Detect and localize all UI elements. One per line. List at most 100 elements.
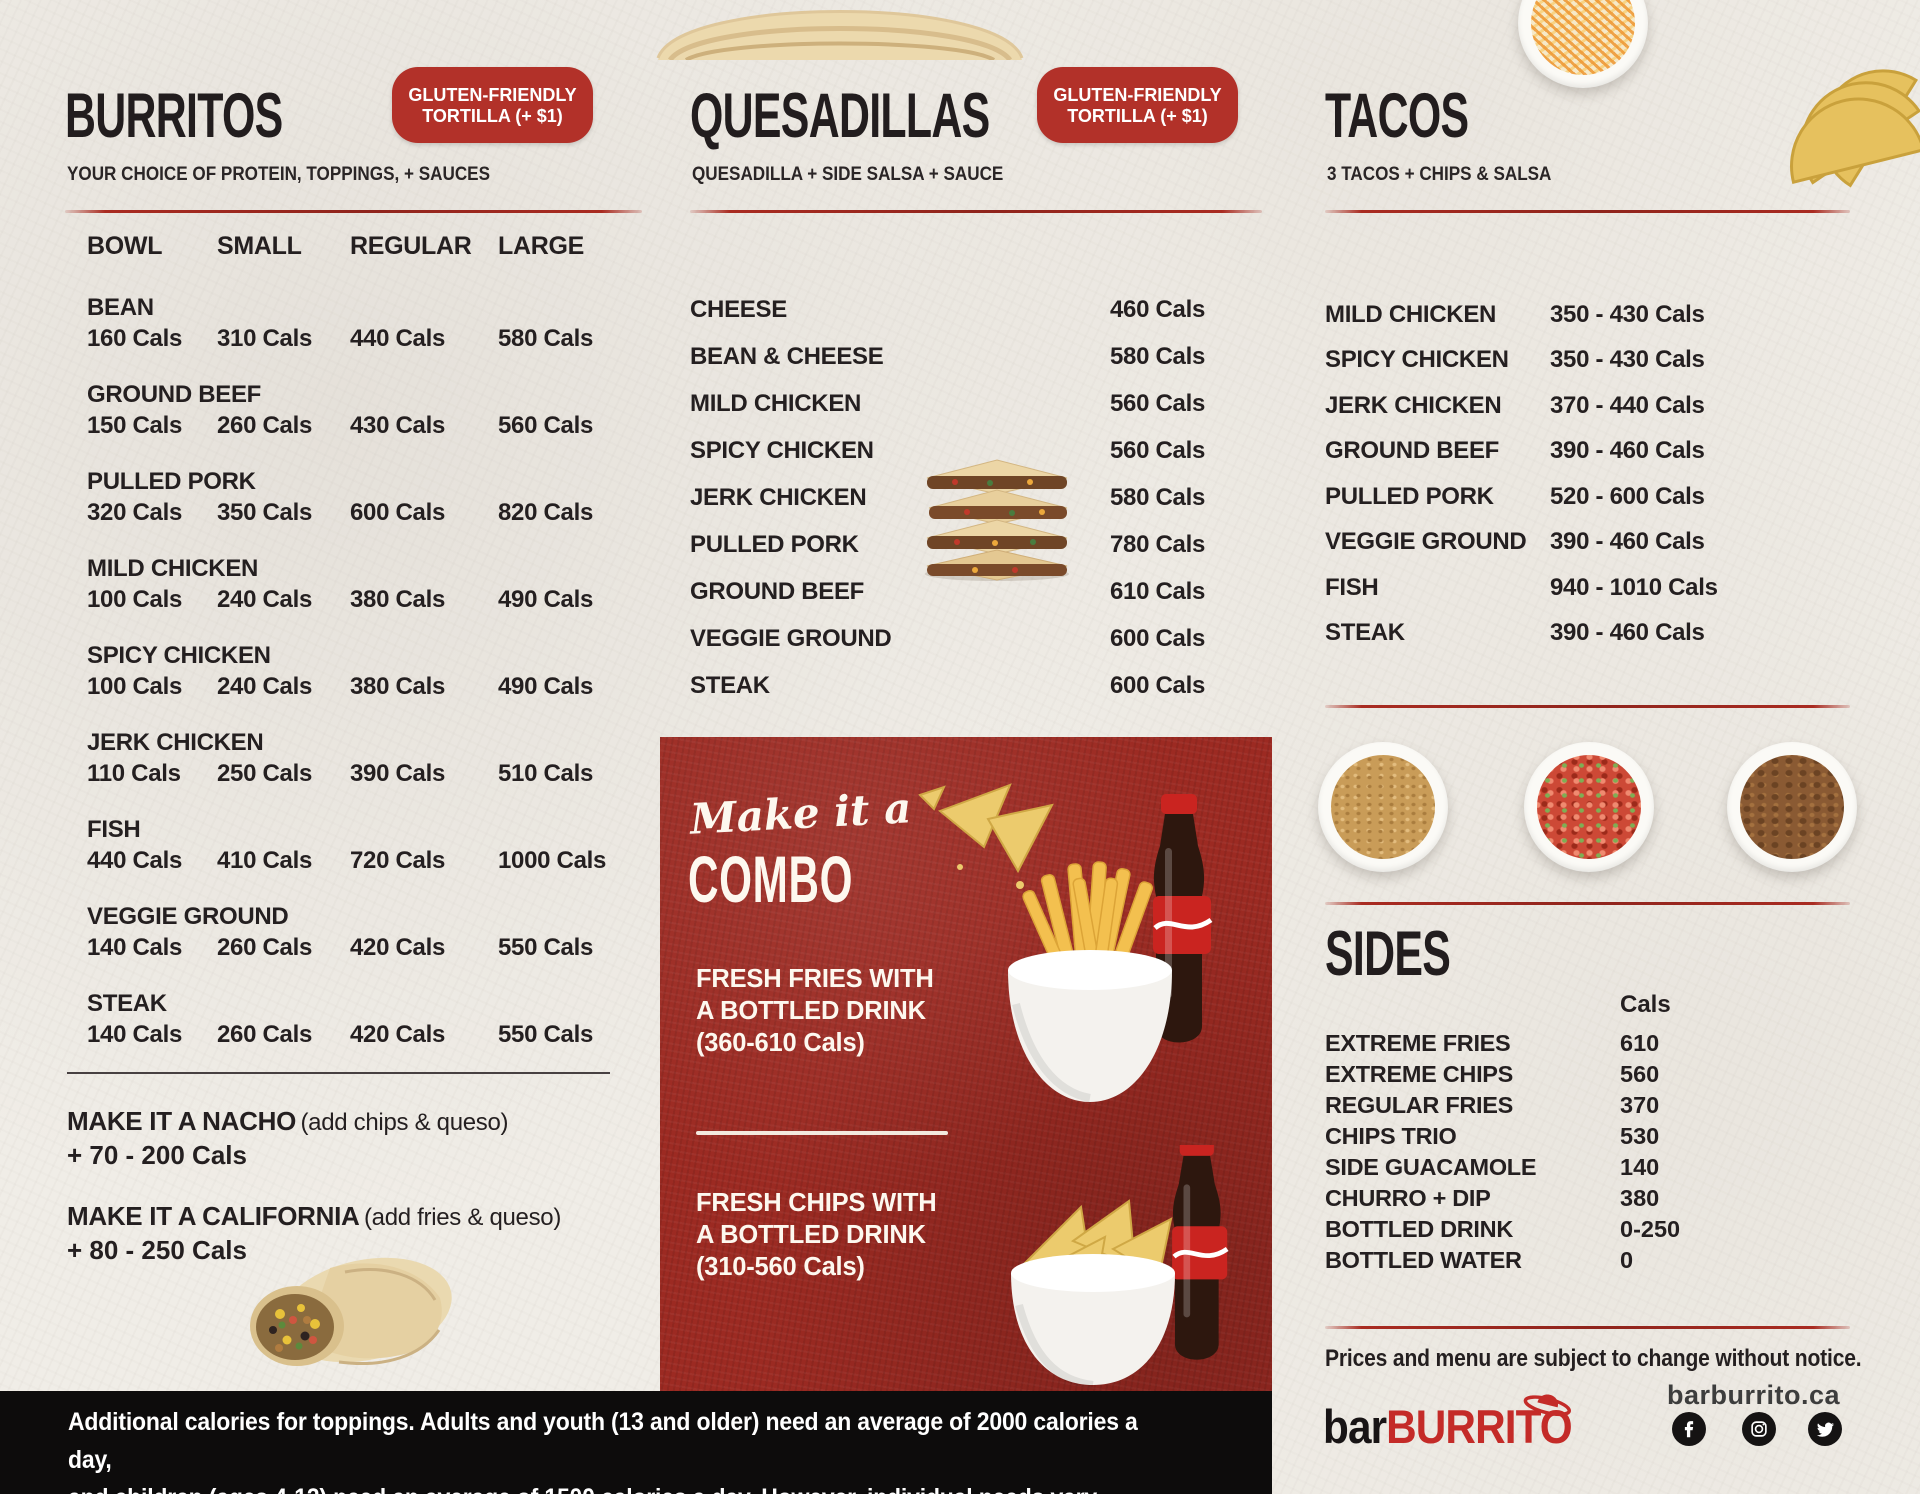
quesadilla-row-veggie-ground: VEGGIE GROUND 600 Cals xyxy=(690,625,1205,655)
combo-panel: Make it a COMBO FRESH FRIES WITH A BOTTL… xyxy=(660,737,1272,1391)
gluten-friendly-badge: GLUTEN-FRIENDLY TORTILLA (+ $1) xyxy=(392,67,593,143)
item-cals: 520 - 600 Cals xyxy=(1550,483,1705,510)
chips-and-drink-photo xyxy=(1011,1145,1229,1389)
beans-bowl-photo xyxy=(1727,742,1857,872)
barburrito-logo: barBURRITO xyxy=(1323,1399,1573,1454)
disclaimer-bar: Additional calories for toppings. Adults… xyxy=(0,1391,1272,1494)
tacos-subtitle: 3 TACOS + CHIPS & SALSA xyxy=(1327,164,1552,185)
quesadilla-row-ground-beef: GROUND BEEF 610 Cals xyxy=(690,578,1205,608)
combo-script-text: Make it a xyxy=(688,783,913,844)
tortilla-stack-photo xyxy=(656,10,1024,60)
small-cals: 260 Cals xyxy=(217,934,313,961)
make-it-a-california: MAKE IT A CALIFORNIA (add fries & queso) xyxy=(67,1201,561,1232)
quesadilla-row-bean-cheese: BEAN & CHEESE 580 Cals xyxy=(690,343,1205,373)
rice-bowl-photo xyxy=(1318,742,1448,872)
burrito-row-steak: STEAK 140 Cals 260 Cals 420 Cals 550 Cal… xyxy=(65,990,650,1052)
bowl-cals: 140 Cals xyxy=(87,1021,183,1048)
item-name: SPICY CHICKEN xyxy=(87,642,271,669)
item-name: FISH xyxy=(87,816,141,843)
red-divider xyxy=(1325,705,1850,708)
burrito-row-spicy-chicken: SPICY CHICKEN 100 Cals 240 Cals 380 Cals… xyxy=(65,642,650,704)
sides-title: SIDES xyxy=(1325,919,1451,989)
side-row-regular-fries: REGULAR FRIES 370 xyxy=(1325,1092,1855,1120)
item-cals: 610 xyxy=(1620,1030,1660,1056)
gluten-friendly-badge: GLUTEN-FRIENDLY TORTILLA (+ $1) xyxy=(1037,67,1238,143)
badge-line1: GLUTEN-FRIENDLY xyxy=(1053,84,1222,105)
white-divider xyxy=(696,1131,948,1135)
item-cals: 940 - 1010 Cals xyxy=(1550,574,1718,601)
taco-row-fish: FISH 940 - 1010 Cals xyxy=(1325,574,1855,604)
combo-chips-offer: FRESH CHIPS WITH A BOTTLED DRINK (310-56… xyxy=(696,1189,937,1281)
bowl-cals: 320 Cals xyxy=(87,499,183,526)
large-cals: 580 Cals xyxy=(498,325,594,352)
small-cals: 250 Cals xyxy=(217,760,313,787)
instagram-icon[interactable] xyxy=(1742,1412,1776,1446)
item-cals: 140 xyxy=(1620,1154,1660,1180)
item-name: VEGGIE GROUND xyxy=(1325,528,1527,555)
item-name: STEAK xyxy=(1325,619,1405,646)
facebook-icon[interactable] xyxy=(1672,1412,1706,1446)
item-name: SIDE GUACAMOLE xyxy=(1325,1154,1537,1180)
burrito-row-pulled-pork: PULLED PORK 320 Cals 350 Cals 600 Cals 8… xyxy=(65,468,650,530)
side-row-extreme-chips: EXTREME CHIPS 560 xyxy=(1325,1061,1855,1089)
item-cals: 610 Cals xyxy=(1109,578,1205,605)
regular-cals: 720 Cals xyxy=(350,847,446,874)
burrito-row-veggie-ground: VEGGIE GROUND 140 Cals 260 Cals 420 Cals… xyxy=(65,903,650,965)
taco-shells-photo xyxy=(1790,69,1920,188)
large-cals: 510 Cals xyxy=(498,760,594,787)
regular-cals: 390 Cals xyxy=(350,760,446,787)
column-bowl: BOWL xyxy=(87,232,163,260)
side-row-bottled-drink: BOTTLED DRINK 0-250 xyxy=(1325,1216,1855,1244)
nacho-name: MAKE IT A NACHO xyxy=(67,1106,297,1136)
item-name: JERK CHICKEN xyxy=(690,484,867,511)
quesadillas-subtitle: QUESADILLA + SIDE SALSA + SAUCE xyxy=(692,164,1004,185)
item-name: FISH xyxy=(1325,574,1379,601)
burritos-subtitle: YOUR CHOICE OF PROTEIN, TOPPINGS, + SAUC… xyxy=(67,164,490,185)
item-cals: 560 xyxy=(1620,1061,1660,1087)
california-cals: + 80 - 250 Cals xyxy=(67,1235,247,1265)
item-cals: 580 Cals xyxy=(1109,484,1205,511)
large-cals: 550 Cals xyxy=(498,1021,594,1048)
side-row-side-guacamole: SIDE GUACAMOLE 140 xyxy=(1325,1154,1855,1182)
small-cals: 240 Cals xyxy=(217,673,313,700)
california-name: MAKE IT A CALIFORNIA xyxy=(67,1201,360,1231)
item-name: STEAK xyxy=(690,672,770,699)
beans xyxy=(1740,755,1844,859)
quesadillas-title: QUESADILLAS xyxy=(690,81,990,151)
website-link[interactable]: barburrito.ca xyxy=(1666,1380,1840,1410)
combo-title: COMBO xyxy=(688,842,854,916)
item-name: PULLED PORK xyxy=(690,531,859,558)
sombrero-icon xyxy=(1523,1394,1571,1417)
twitter-icon[interactable] xyxy=(1808,1412,1842,1446)
tacos-section: TACOS 3 TACOS + CHIPS & SALSA MILD CHICK… xyxy=(1318,60,1862,1390)
regular-cals: 420 Cals xyxy=(350,934,446,961)
item-name: BOTTLED WATER xyxy=(1325,1247,1522,1273)
small-cals: 240 Cals xyxy=(217,586,313,613)
taco-row-mild-chicken: MILD CHICKEN 350 - 430 Cals xyxy=(1325,301,1855,331)
burritos-section: BURRITOS GLUTEN-FRIENDLY TORTILLA (+ $1)… xyxy=(65,60,650,1480)
side-row-churro-dip: CHURRO + DIP 380 xyxy=(1325,1185,1855,1213)
red-divider xyxy=(1325,210,1850,213)
burrito-row-mild-chicken: MILD CHICKEN 100 Cals 240 Cals 380 Cals … xyxy=(65,555,650,617)
burritos-title: BURRITOS xyxy=(65,81,283,151)
item-name: CHEESE xyxy=(690,296,787,323)
california-note: (add fries & queso) xyxy=(363,1204,562,1231)
large-cals: 490 Cals xyxy=(498,586,594,613)
item-name: STEAK xyxy=(87,990,167,1017)
item-cals: 350 - 430 Cals xyxy=(1550,346,1705,373)
red-divider xyxy=(65,210,642,213)
quesadilla-row-steak: STEAK 600 Cals xyxy=(690,672,1205,702)
item-name: REGULAR FRIES xyxy=(1325,1092,1514,1118)
burrito-row-fish: FISH 440 Cals 410 Cals 720 Cals 1000 Cal… xyxy=(65,816,650,878)
red-divider xyxy=(1325,902,1850,905)
item-cals: 380 xyxy=(1620,1185,1660,1211)
item-name: MILD CHICKEN xyxy=(690,390,862,417)
side-row-chips-trio: CHIPS TRIO 530 xyxy=(1325,1123,1855,1151)
badge-line2: TORTILLA (+ $1) xyxy=(1067,105,1208,126)
quesadilla-stack-photo xyxy=(925,459,1069,581)
regular-cals: 600 Cals xyxy=(350,499,446,526)
item-cals: 560 Cals xyxy=(1109,437,1205,464)
taco-row-pulled-pork: PULLED PORK 520 - 600 Cals xyxy=(1325,483,1855,513)
item-cals: 0-250 xyxy=(1620,1216,1681,1242)
regular-cals: 420 Cals xyxy=(350,1021,446,1048)
